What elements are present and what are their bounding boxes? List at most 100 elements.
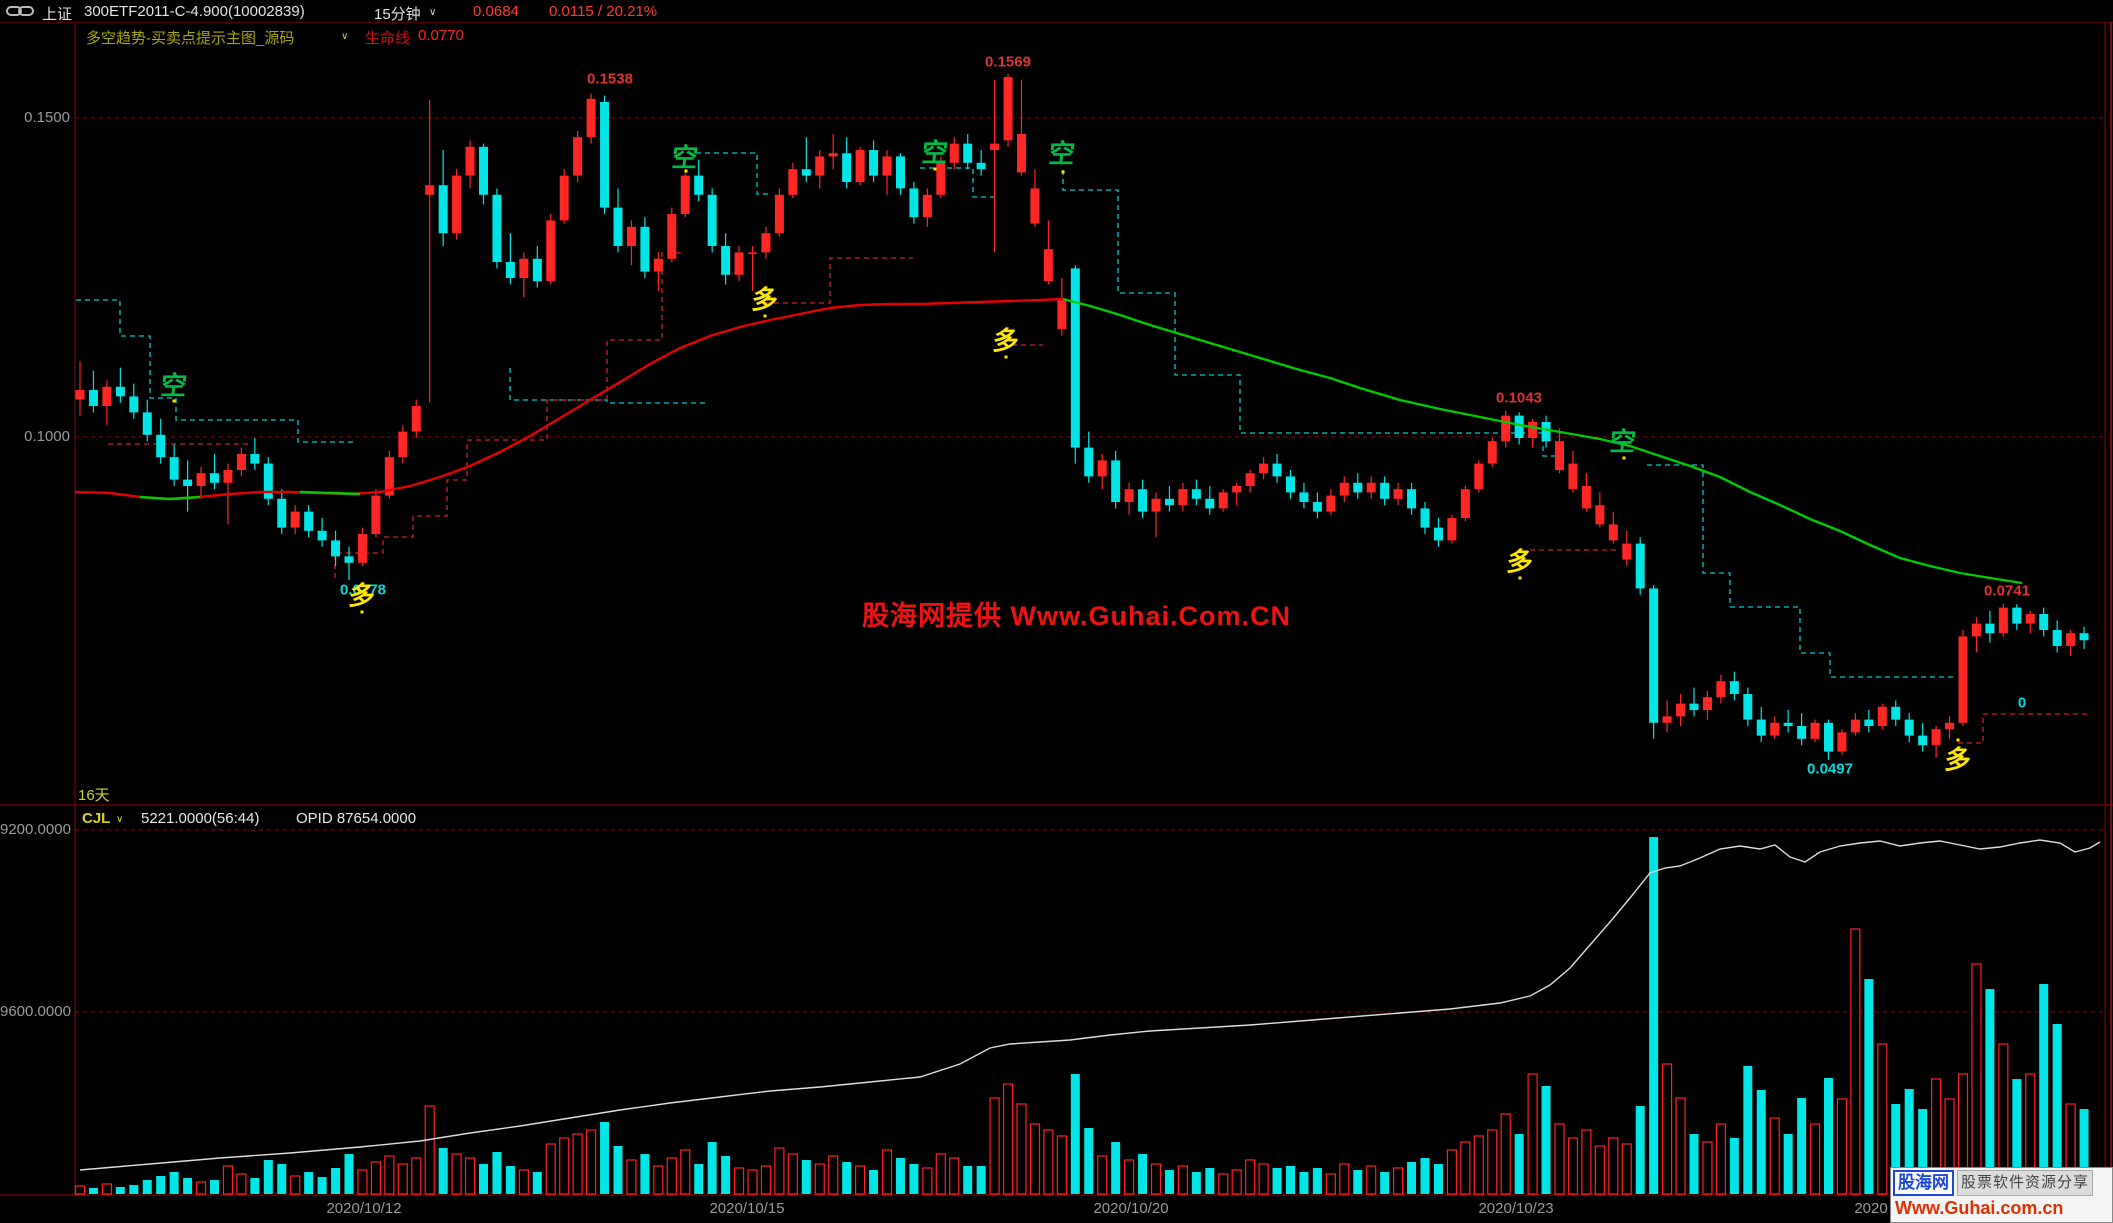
volume-bar (142, 1180, 152, 1194)
candle (236, 447, 246, 477)
volume-bar (1514, 1134, 1524, 1194)
candle (1205, 486, 1215, 515)
volume-bar (733, 1167, 745, 1195)
volume-bar (1339, 1163, 1350, 1195)
chevron-down-icon[interactable]: ∨ (429, 7, 437, 18)
volume-bar (2052, 1024, 2062, 1194)
candle (1528, 418, 1538, 448)
last-price: 0.0684 (473, 3, 519, 20)
volume-bar (1433, 1164, 1443, 1194)
long-marker: 多 (991, 325, 1021, 356)
chevron-down-icon[interactable]: ∨ (341, 31, 349, 42)
candle (1622, 530, 1632, 566)
volume-bar (1272, 1168, 1282, 1194)
candle (169, 444, 179, 486)
volume-bar (1191, 1172, 1201, 1194)
candle (600, 95, 610, 214)
candle (398, 425, 408, 464)
candle (115, 367, 125, 403)
volume-bar (1635, 1106, 1645, 1194)
link-icon[interactable] (6, 5, 34, 17)
candle (1447, 514, 1457, 544)
candle (492, 188, 502, 269)
volume-bar (2012, 1079, 2022, 1194)
candle (895, 153, 905, 195)
signal-dot (933, 167, 937, 171)
short-stop-line (1647, 464, 1955, 678)
candle (1097, 454, 1107, 490)
candle (1339, 476, 1349, 502)
x-axis-tick: 2020/10/12 (326, 1200, 402, 1217)
candle (936, 156, 946, 198)
period-selector[interactable]: 15分钟 (374, 6, 421, 23)
candle (1931, 726, 1941, 758)
volume-bar (1164, 1170, 1174, 1194)
candle (1729, 671, 1739, 701)
candle (1904, 713, 1914, 742)
volume-bar (989, 1097, 1000, 1195)
volume-bar (1675, 1097, 1686, 1195)
candle (1541, 415, 1551, 448)
signal-dot (360, 610, 364, 614)
candle (1393, 482, 1403, 506)
candle (882, 150, 892, 195)
candle (1366, 476, 1376, 499)
candle (1514, 412, 1524, 445)
volume-bar (1138, 1154, 1148, 1194)
candle (304, 505, 314, 538)
volume-bar (1689, 1134, 1699, 1194)
candle (1945, 716, 1955, 739)
volume-bar (331, 1168, 341, 1194)
volume-bar (694, 1164, 704, 1194)
volume-bar (1286, 1166, 1295, 1194)
lifeline-red (74, 297, 1064, 501)
short-stop-line (76, 299, 354, 443)
price-label: 0.0497 (1807, 760, 1853, 778)
lifeline-value: 0.0770 (418, 27, 464, 44)
signal-dot (1518, 576, 1522, 580)
candle (626, 220, 636, 266)
candle (277, 489, 287, 534)
volume-bar (1567, 1137, 1579, 1195)
site-logo[interactable]: 股海网 股票软件资源分享 Www.Guhai.com.cn (1890, 1167, 2113, 1223)
candle (452, 169, 462, 240)
candle (505, 233, 515, 285)
volume-bar (317, 1177, 327, 1194)
candle (721, 233, 731, 285)
chevron-down-icon[interactable]: ∨ (116, 814, 124, 825)
y-axis-tick: 9600.0000 (0, 1003, 71, 1020)
signal-dot (1004, 355, 1008, 359)
volume-bar (1446, 1149, 1458, 1195)
y-axis-tick: 9200.0000 (0, 821, 71, 838)
volume-bar (169, 1172, 179, 1194)
candle (909, 182, 919, 224)
days-label: 16天 (78, 787, 110, 804)
candle (1770, 716, 1780, 739)
candle (129, 383, 139, 419)
volume-bar (1245, 1159, 1256, 1195)
candle (976, 150, 986, 176)
short-stop-line (696, 152, 768, 195)
volume-bar (304, 1172, 314, 1194)
volume-bar (1205, 1168, 1215, 1194)
volume-bar (411, 1157, 422, 1195)
logo-tagline: 股票软件资源分享 (1957, 1170, 2094, 1196)
main-indicator-name[interactable]: 多空趋势-买卖点提示主图_源码 (86, 30, 295, 47)
volume-bar (479, 1164, 488, 1194)
lifeline-green-dip (299, 490, 361, 496)
candle (1164, 486, 1174, 512)
volume-bar (1918, 1109, 1928, 1194)
x-axis-tick: 2020/10/23 (1478, 1200, 1554, 1217)
long-marker: 多 (1943, 744, 1973, 775)
candle (263, 457, 273, 506)
candle (2025, 610, 2035, 634)
short-stop-line (1062, 170, 1562, 457)
volume-bar (585, 1129, 597, 1195)
short-marker: 空 (920, 137, 950, 168)
candle (1676, 694, 1686, 726)
candle (1971, 617, 1981, 653)
volume-bar (1123, 1159, 1135, 1195)
candle (1003, 73, 1013, 147)
sub-indicator-name[interactable]: CJL (82, 810, 111, 827)
